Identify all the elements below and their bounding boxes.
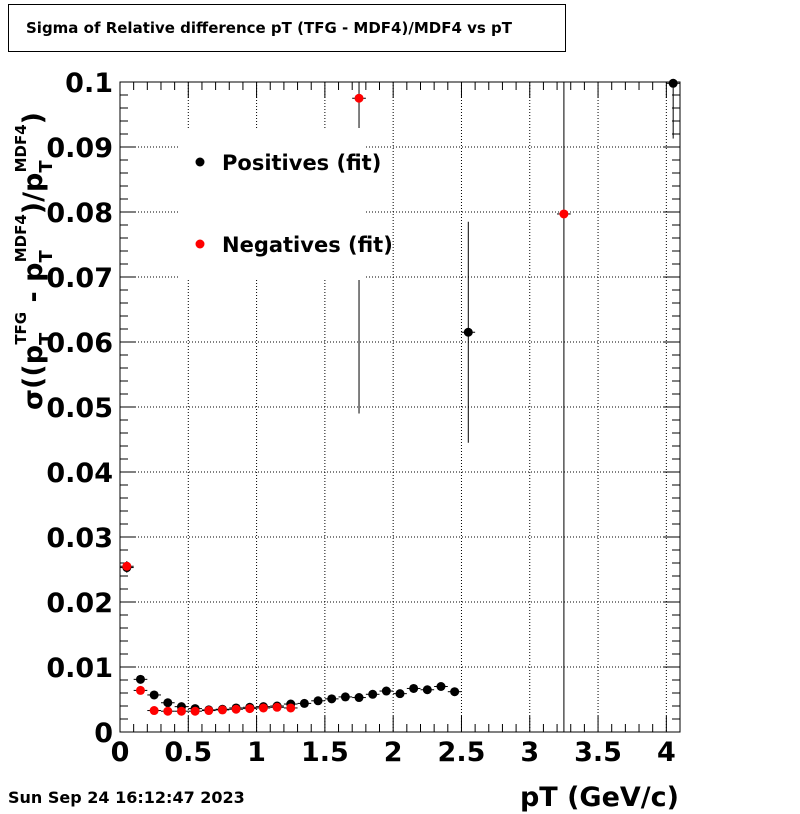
legend-label: Positives (fit)	[222, 151, 381, 175]
data-point	[340, 692, 350, 702]
data-point	[190, 706, 200, 716]
y-tick-label: 0.05	[46, 393, 113, 424]
data-point	[149, 690, 159, 700]
data-point	[422, 685, 432, 695]
data-point	[409, 683, 419, 693]
x-tick-label: 0.5	[164, 737, 212, 768]
data-point	[354, 93, 364, 103]
y-tick-label: 0.01	[46, 653, 113, 684]
chart-title: Sigma of Relative difference pT (TFG - M…	[8, 4, 566, 52]
data-point	[436, 682, 446, 691]
x-tick-label: 1	[247, 737, 266, 768]
timestamp: Sun Sep 24 16:12:47 2023	[8, 788, 245, 807]
x-tick-label: 0	[111, 737, 130, 768]
data-point	[163, 698, 173, 708]
y-tick-label: 0.06	[46, 328, 113, 359]
data-point	[272, 702, 282, 712]
data-point	[231, 704, 241, 714]
legend-label: Negatives (fit)	[222, 233, 393, 257]
data-point	[163, 706, 173, 716]
y-tick-label: 0.03	[46, 523, 113, 554]
legend-marker	[195, 157, 205, 167]
x-axis-title: pT (GeV/c)	[520, 782, 679, 813]
data-point	[135, 685, 145, 695]
data-point	[299, 698, 309, 708]
x-tick-label: 1.5	[301, 737, 349, 768]
y-tick-label: 0.1	[65, 68, 113, 99]
y-tick-label: 0.02	[46, 588, 113, 619]
x-tick-label: 2.5	[438, 737, 486, 768]
y-axis-title: σ((pTTFG - pTMDF4)/pTMDF4)	[12, 112, 57, 410]
data-point	[668, 78, 678, 88]
data-point	[122, 561, 132, 571]
axis-layer: 0 0.5 1 1.5 2 2.5 3 3.5 4 0 0.01 0.02 0.03 0.04 0.05 0.…	[46, 68, 681, 768]
data-point	[450, 687, 460, 697]
data-point	[327, 694, 337, 704]
legend: Positives (fit) Negatives (fit)	[178, 128, 393, 280]
data-point	[354, 693, 364, 703]
y-tick-label: 0.07	[46, 263, 113, 294]
data-point	[286, 703, 296, 713]
legend-box	[178, 128, 364, 280]
data-point	[313, 696, 323, 706]
data-point	[463, 327, 473, 337]
x-tick-label: 2	[384, 737, 403, 768]
data-point	[176, 706, 186, 716]
y-tick-label: 0.04	[46, 458, 113, 489]
x-tick-label: 4	[657, 737, 676, 768]
legend-marker	[195, 239, 205, 249]
data-point	[395, 689, 405, 699]
data-point	[204, 706, 214, 716]
y-tick-label: 0	[94, 718, 113, 749]
y-tick-label: 0.08	[46, 198, 113, 229]
data-point	[217, 705, 227, 715]
data-point	[245, 704, 255, 714]
data-point	[258, 703, 268, 713]
data-point	[559, 209, 569, 219]
data-point	[149, 706, 159, 716]
data-point	[381, 686, 391, 696]
x-tick-label: 3	[520, 737, 539, 768]
data-point	[368, 689, 378, 699]
y-tick-label: 0.09	[46, 133, 113, 164]
x-tick-label: 3.5	[574, 737, 622, 768]
svg-text:σ((pTTFG - pTMDF4)/pTMDF4): σ((pTTFG - pTMDF4)/pTMDF4)	[12, 112, 57, 410]
data-point	[135, 674, 145, 684]
